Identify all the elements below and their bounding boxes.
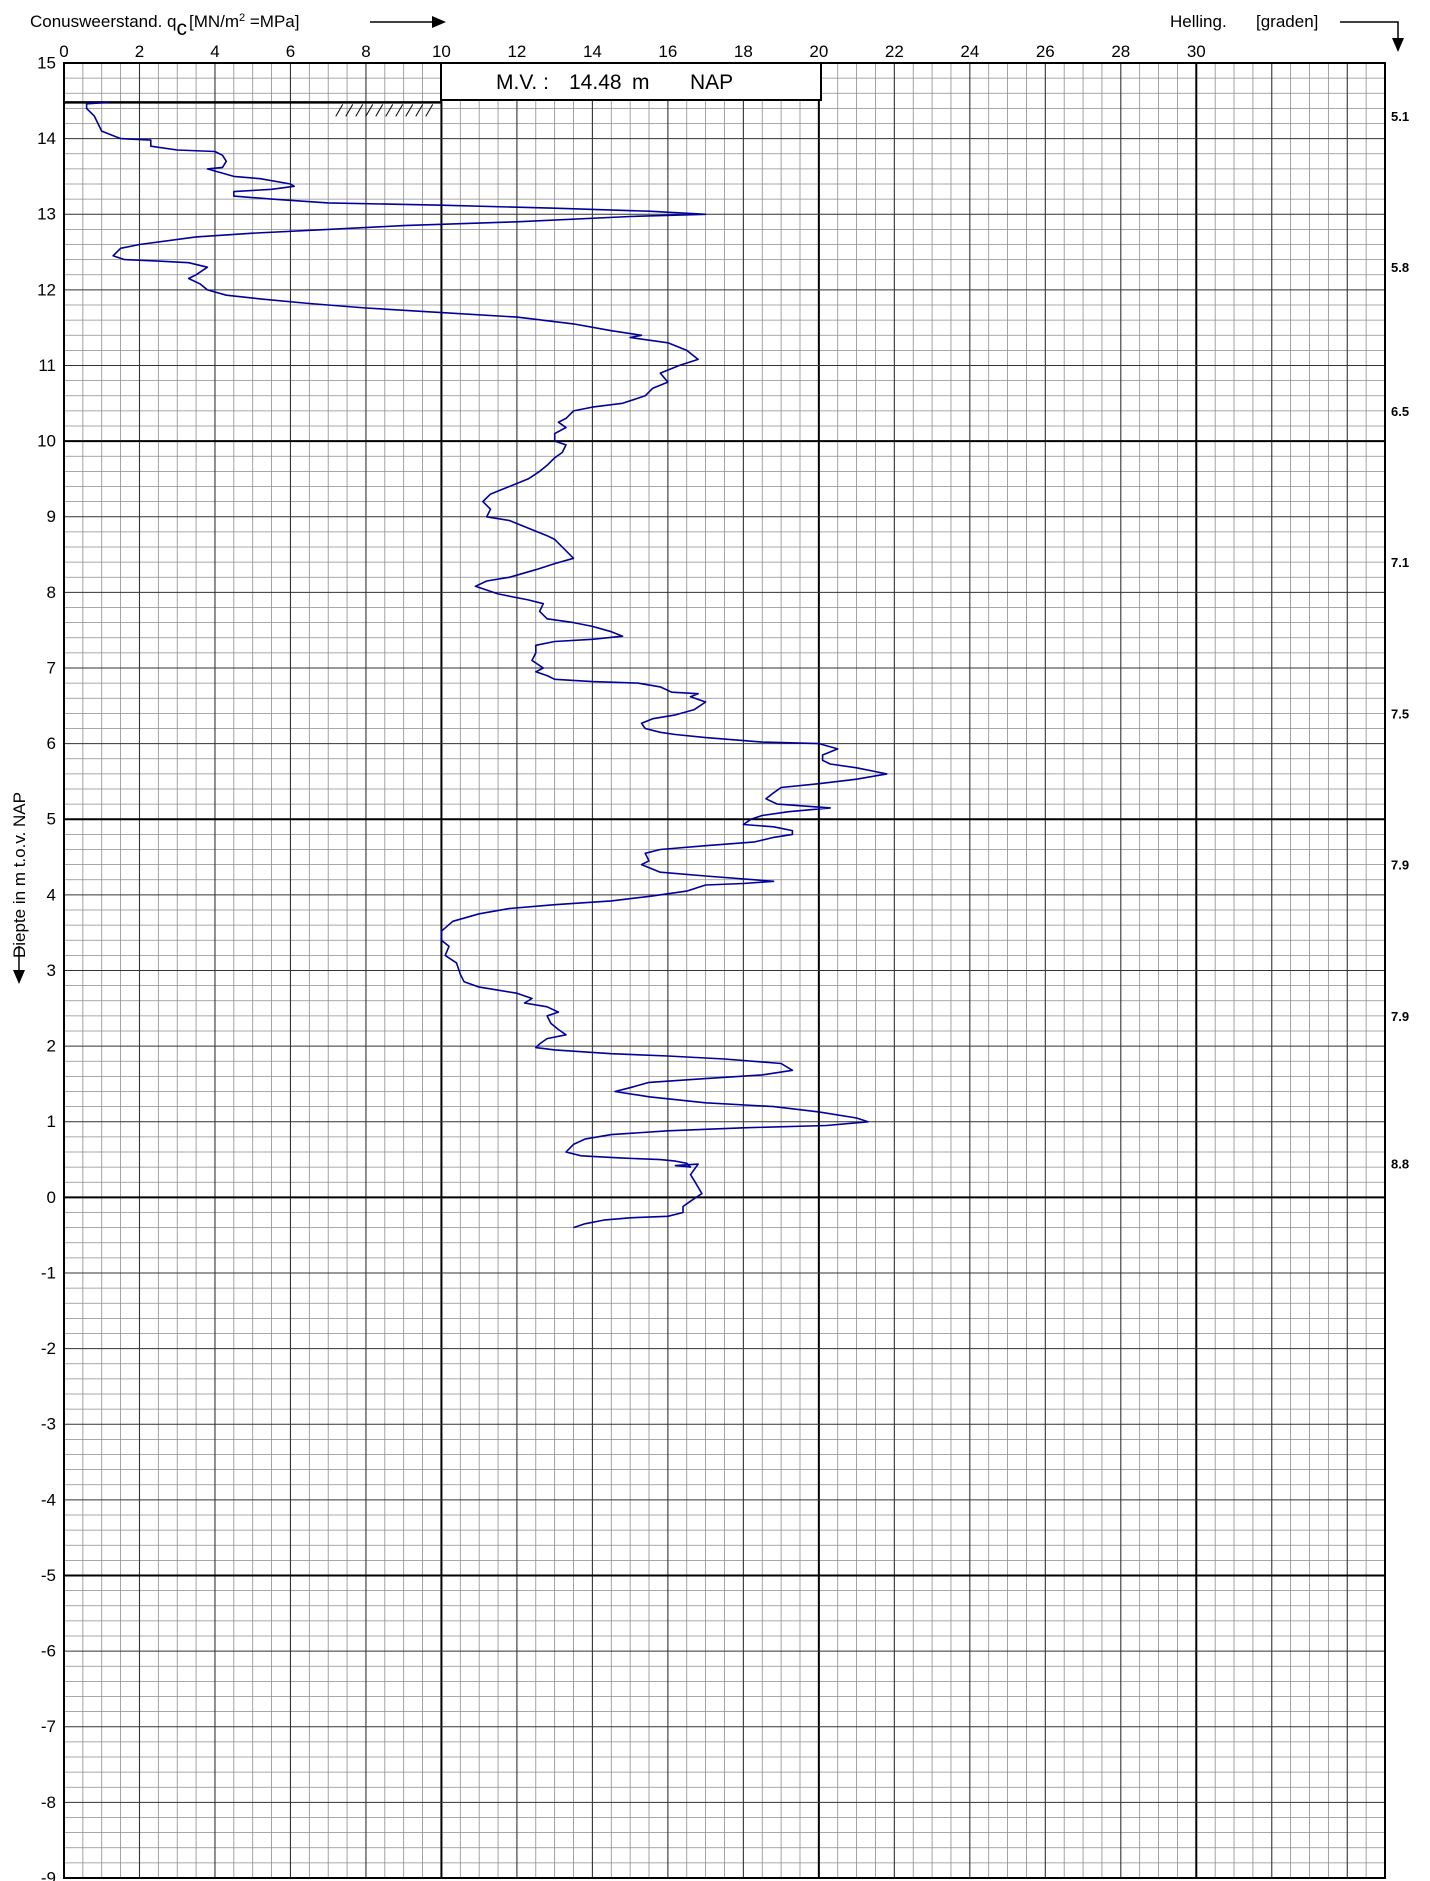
- y-tick-label: 9: [47, 507, 56, 526]
- x-tick-label: 0: [59, 42, 68, 61]
- inclination-value: 5.8: [1391, 260, 1409, 275]
- y-tick-label: -3: [41, 1415, 56, 1434]
- inclination-value: 7.5: [1391, 706, 1409, 721]
- y-tick-label: 0: [47, 1188, 56, 1207]
- cone-resistance-series: [85, 101, 888, 1229]
- y-tick-label: 14: [37, 129, 56, 148]
- x-axis-label: Conusweerstand. qc [MN/m2 =MPa]: [30, 12, 300, 40]
- y-tick-label: -8: [41, 1793, 56, 1812]
- ground-hatch: [425, 104, 434, 117]
- x-tick-label: 28: [1111, 42, 1130, 61]
- y-tick-label: 6: [47, 734, 56, 753]
- y-tick-label: 5: [47, 810, 56, 829]
- y-tick-label: 15: [37, 53, 56, 72]
- inclination-value: 7.9: [1391, 1009, 1409, 1024]
- x-tick-label: 16: [658, 42, 677, 61]
- inclination-label: Helling.: [1170, 12, 1227, 31]
- x-tick-label: 2: [135, 42, 144, 61]
- y-tick-label: 1: [47, 1112, 56, 1131]
- ground-level-box: [440, 62, 822, 101]
- ground-hatch: [395, 104, 404, 117]
- y-tick-label: -4: [41, 1490, 56, 1509]
- inclination-value: 7.1: [1391, 555, 1409, 570]
- x-tick-label: 18: [734, 42, 753, 61]
- x-tick-label: 22: [885, 42, 904, 61]
- ground-surface: [64, 101, 442, 117]
- inclination-value: 7.9: [1391, 858, 1409, 873]
- y-tick-label: 3: [47, 961, 56, 980]
- ground-hatch: [355, 104, 364, 117]
- y-tick-label: -2: [41, 1339, 56, 1358]
- y-tick-label: 12: [37, 280, 56, 299]
- inclination-arrow: [1340, 21, 1404, 52]
- y-tick-label: -5: [41, 1566, 56, 1585]
- y-tick-label: 11: [38, 356, 56, 375]
- ground-hatch: [415, 104, 424, 117]
- y-tick-label: -6: [41, 1642, 56, 1661]
- x-tick-label: 30: [1187, 42, 1206, 61]
- y-tick-label: 7: [47, 658, 56, 677]
- x-tick-label: 12: [507, 42, 526, 61]
- x-tick-label: 4: [210, 42, 219, 61]
- inclination-value: 5.1: [1391, 109, 1409, 124]
- ground-hatch: [405, 104, 414, 117]
- ground-hatch: [385, 104, 394, 117]
- inclination-value: 6.5: [1391, 404, 1409, 419]
- x-tick-label: 10: [432, 42, 451, 61]
- ground-level-label: M.V. :: [496, 71, 549, 94]
- y-tick-label: -7: [41, 1717, 56, 1736]
- y-tick-label: -9: [41, 1868, 56, 1881]
- x-tick-label: 8: [361, 42, 370, 61]
- inclination-unit: [graden]: [1256, 12, 1318, 31]
- y-tick-label: 2: [47, 1037, 56, 1056]
- y-tick-label: 13: [37, 205, 56, 224]
- y-tick-label: 8: [47, 583, 56, 602]
- x-tick-label: 14: [583, 42, 602, 61]
- inclination-value: 8.8: [1391, 1156, 1409, 1171]
- x-tick-label: 6: [286, 42, 295, 61]
- y-tick-label: 4: [47, 885, 56, 904]
- ground-level-unit: m: [632, 71, 650, 94]
- ground-hatch: [375, 104, 384, 117]
- x-tick-labels: 0 2 4 6 8 10 12 14 16 18 20 22 24 26 28 30: [59, 42, 1205, 61]
- y-tick-label: 10: [37, 432, 56, 451]
- x-axis-arrow: [370, 16, 446, 28]
- ground-level-value: 14.48: [569, 71, 622, 94]
- ground-hatch: [335, 104, 344, 117]
- x-tick-label: 20: [809, 42, 828, 61]
- x-tick-label: 24: [960, 42, 979, 61]
- x-tick-label: 26: [1036, 42, 1055, 61]
- inclination-values: 5.1 5.8 6.5 7.1 7.5 7.9 7.9 8.8: [1391, 109, 1409, 1171]
- y-axis-label: Diepte in m t.o.v. NAP: [10, 792, 29, 958]
- y-tick-label: -1: [41, 1263, 56, 1282]
- cone-resistance-line: [85, 101, 888, 1229]
- ground-level-ref: NAP: [690, 71, 733, 94]
- ground-hatch: [345, 104, 354, 117]
- y-axis-label-group: Diepte in m t.o.v. NAP: [10, 792, 29, 984]
- ground-hatch: [365, 104, 374, 117]
